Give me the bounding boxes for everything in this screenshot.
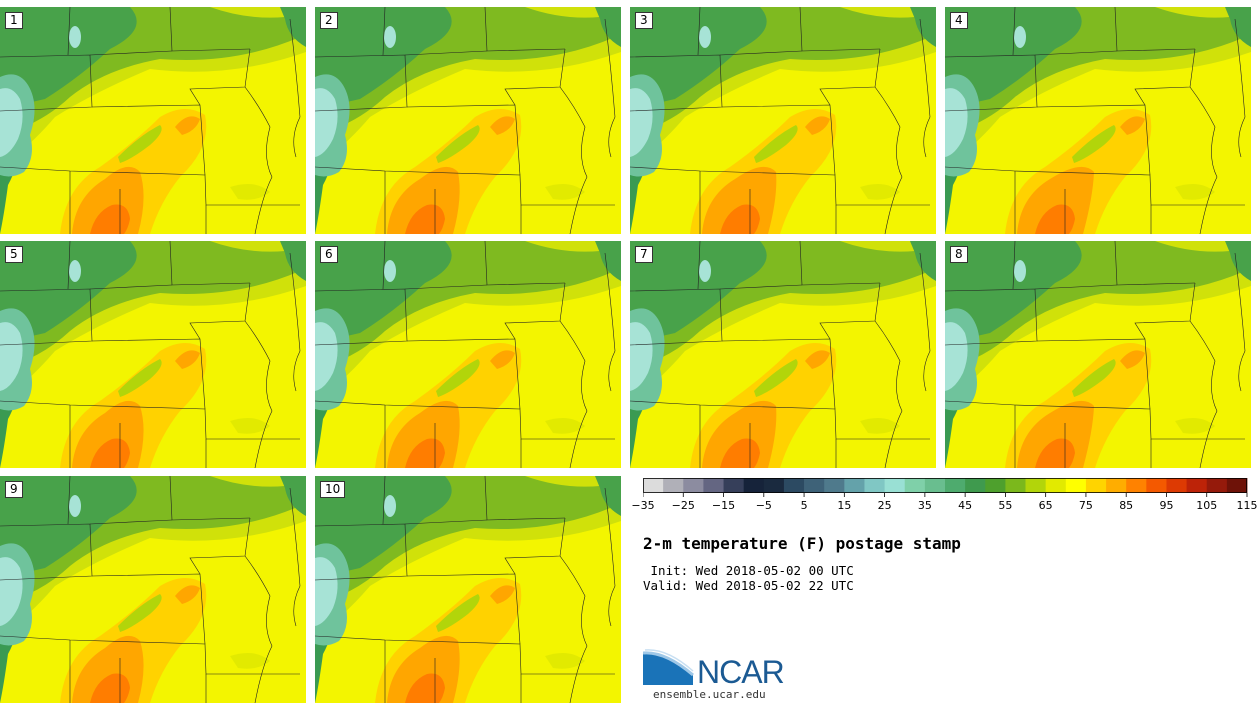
colorbar-swatch (703, 478, 724, 493)
map-panel-10: 10 (315, 476, 621, 703)
panel-number-label: 10 (320, 481, 346, 498)
colorbar-tick-label: 45 (958, 499, 973, 512)
temperature-map (315, 7, 621, 234)
colorbar-swatch (1186, 478, 1208, 493)
colorbar-swatch (723, 478, 745, 493)
colorbar-swatch (1065, 478, 1087, 493)
colorbar-swatch (945, 478, 966, 493)
colorbar-swatch (1206, 478, 1228, 493)
temperature-colorbar (643, 478, 1248, 497)
colorbar-tick-label: 55 (998, 499, 1013, 512)
colorbar-swatch (824, 478, 845, 493)
colorbar-tick-label: −35 (631, 499, 655, 512)
temperature-map (0, 7, 306, 234)
panel-number-label: 2 (320, 12, 338, 29)
temperature-map (945, 241, 1251, 468)
temperature-map (630, 7, 936, 234)
map-panel-3: 3 (630, 7, 936, 234)
panel-number-label: 6 (320, 246, 338, 263)
colorbar-tick-label: −15 (711, 499, 736, 512)
colorbar-swatch (1085, 478, 1107, 493)
colorbar-tick-label: 65 (1038, 499, 1053, 512)
site-url: ensemble.ucar.edu (653, 688, 766, 701)
panel-number-label: 7 (635, 246, 653, 263)
colorbar-tick-label: 25 (877, 499, 892, 512)
colorbar-tick-label: 115 (1236, 499, 1258, 512)
colorbar-tick-label: −25 (671, 499, 695, 512)
colorbar-swatch (924, 478, 946, 493)
colorbar-swatch (904, 478, 926, 493)
colorbar-swatch (804, 478, 825, 493)
map-panel-7: 7 (630, 241, 936, 468)
colorbar-swatch (1226, 478, 1248, 493)
panel-number-label: 5 (5, 246, 23, 263)
temperature-map (0, 241, 306, 468)
temperature-map (945, 7, 1251, 234)
map-panel-1: 1 (0, 7, 306, 234)
colorbar-swatch (1106, 478, 1127, 493)
colorbar-swatch (864, 478, 885, 493)
colorbar-swatch (1126, 478, 1147, 493)
panel-number-label: 3 (635, 12, 653, 29)
colorbar-swatch (1166, 478, 1187, 493)
colorbar-swatch (844, 478, 865, 493)
colorbar-swatch (965, 478, 986, 493)
panel-number-label: 4 (950, 12, 968, 29)
colorbar-tick-label: 35 (917, 499, 932, 512)
colorbar-tick-label: 5 (800, 499, 808, 512)
colorbar-tick-label: 85 (1119, 499, 1134, 512)
panel-number-label: 1 (5, 12, 23, 29)
colorbar-swatch (683, 478, 704, 493)
valid-time: Valid: Wed 2018-05-02 22 UTC (643, 578, 854, 593)
colorbar-swatch (663, 478, 684, 493)
colorbar-swatch (884, 478, 906, 493)
colorbar-tick-label: 105 (1196, 499, 1218, 512)
temperature-map (0, 476, 306, 703)
map-panel-5: 5 (0, 241, 306, 468)
colorbar-swatch (783, 478, 805, 493)
colorbar-swatch (643, 478, 664, 493)
colorbar-swatch (743, 478, 765, 493)
colorbar-swatch (985, 478, 1006, 493)
init-time: Init: Wed 2018-05-02 00 UTC (643, 563, 854, 578)
panel-number-label: 8 (950, 246, 968, 263)
map-panel-6: 6 (315, 241, 621, 468)
temperature-map (315, 241, 621, 468)
colorbar-swatch (1045, 478, 1067, 493)
map-panel-2: 2 (315, 7, 621, 234)
colorbar-swatch (1146, 478, 1167, 493)
colorbar-tick-label: 75 (1078, 499, 1093, 512)
ncar-logo-text: NCAR (697, 654, 785, 690)
colorbar-swatch (1025, 478, 1047, 493)
map-panel-9: 9 (0, 476, 306, 703)
colorbar-tick-label: −5 (755, 499, 772, 512)
map-panel-8: 8 (945, 241, 1251, 468)
temperature-map (630, 241, 936, 468)
colorbar-swatch (1005, 478, 1026, 493)
colorbar-border (643, 478, 1247, 493)
colorbar-tick-label: 15 (837, 499, 852, 512)
panel-number-label: 9 (5, 481, 23, 498)
chart-title: 2-m temperature (F) postage stamp (643, 534, 961, 553)
ncar-logo-icon (643, 649, 694, 685)
colorbar-tick-label: 95 (1159, 499, 1174, 512)
colorbar-swatch (763, 478, 785, 493)
map-panel-4: 4 (945, 7, 1251, 234)
temperature-map (315, 476, 621, 703)
